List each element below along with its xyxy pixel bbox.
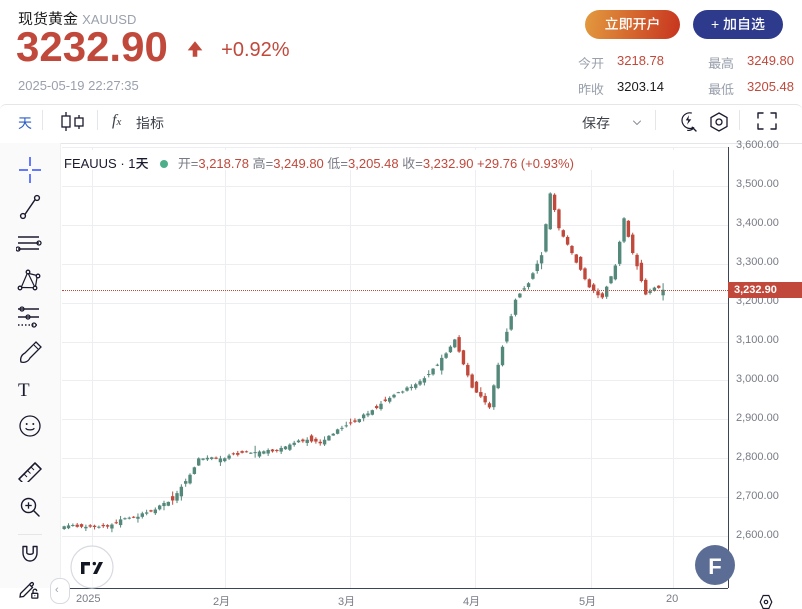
svg-text:F: F <box>708 554 721 579</box>
